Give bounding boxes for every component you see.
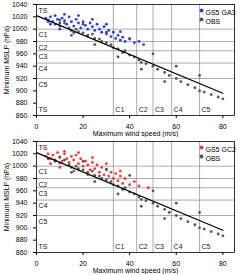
svg-text:C5: C5	[39, 218, 48, 225]
svg-text:C4: C4	[174, 243, 183, 250]
svg-text:0: 0	[35, 123, 39, 130]
svg-text:C4: C4	[39, 65, 48, 72]
svg-text:C5: C5	[202, 243, 211, 250]
svg-text:C3: C3	[155, 106, 164, 113]
svg-text:C3: C3	[39, 53, 48, 60]
svg-text:20: 20	[79, 260, 87, 267]
svg-text:940: 940	[16, 62, 28, 69]
svg-text:1000: 1000	[12, 162, 28, 169]
svg-text:880: 880	[16, 236, 28, 243]
svg-text:920: 920	[16, 75, 28, 82]
svg-text:Minimum MSLP (hPa): Minimum MSLP (hPa)	[3, 26, 11, 94]
svg-text:C2: C2	[139, 106, 148, 113]
svg-text:80: 80	[219, 260, 227, 267]
svg-text:C5: C5	[202, 106, 211, 113]
svg-text:C1: C1	[39, 168, 48, 175]
svg-text:60: 60	[172, 260, 181, 268]
svg-text:C4: C4	[39, 202, 48, 209]
svg-text:1000: 1000	[12, 25, 28, 32]
svg-text:OBS: OBS	[206, 18, 221, 25]
svg-text:980: 980	[16, 38, 28, 45]
svg-text:860: 860	[16, 112, 28, 119]
svg-text:960: 960	[16, 50, 28, 57]
svg-text:900: 900	[16, 224, 28, 231]
svg-text:1040: 1040	[12, 1, 28, 8]
svg-text:80: 80	[219, 123, 227, 130]
svg-text:1040: 1040	[12, 138, 28, 145]
svg-text:C1: C1	[115, 243, 124, 250]
svg-text:940: 940	[16, 199, 28, 206]
svg-text:900: 900	[16, 87, 28, 94]
svg-text:Maximum wind speed (m/s): Maximum wind speed (m/s)	[93, 130, 179, 138]
svg-text:C1: C1	[39, 31, 48, 38]
svg-text:C3: C3	[155, 243, 164, 250]
svg-text:TS: TS	[39, 7, 48, 14]
svg-text:C5: C5	[39, 81, 48, 88]
svg-text:960: 960	[16, 187, 28, 194]
svg-text:40: 40	[125, 260, 134, 268]
svg-text:40: 40	[125, 123, 134, 131]
svg-text:1020: 1020	[12, 13, 28, 20]
svg-text:880: 880	[16, 99, 28, 106]
svg-text:TS: TS	[39, 106, 48, 113]
svg-text:C2: C2	[39, 181, 48, 188]
svg-text:1020: 1020	[12, 150, 28, 157]
svg-text:TS: TS	[39, 243, 48, 250]
svg-text:Maximum wind speed (m/s): Maximum wind speed (m/s)	[93, 267, 179, 275]
svg-text:20: 20	[79, 123, 87, 130]
svg-text:C2: C2	[39, 44, 48, 51]
svg-text:860: 860	[16, 249, 28, 256]
svg-text:920: 920	[16, 212, 28, 219]
svg-text:OBS: OBS	[206, 155, 221, 162]
svg-text:C1: C1	[115, 106, 124, 113]
svg-text:GS5 GC2: GS5 GC2	[206, 146, 236, 153]
svg-text:GS5 GA3: GS5 GA3	[206, 9, 236, 16]
svg-text:TS: TS	[39, 144, 48, 151]
svg-text:C2: C2	[139, 243, 148, 250]
svg-text:C3: C3	[39, 190, 48, 197]
svg-text:0: 0	[35, 260, 39, 267]
svg-text:60: 60	[172, 123, 181, 131]
svg-text:980: 980	[16, 175, 28, 182]
svg-text:C4: C4	[174, 106, 183, 113]
svg-text:Minimum MSLP (hPa): Minimum MSLP (hPa)	[3, 163, 11, 231]
